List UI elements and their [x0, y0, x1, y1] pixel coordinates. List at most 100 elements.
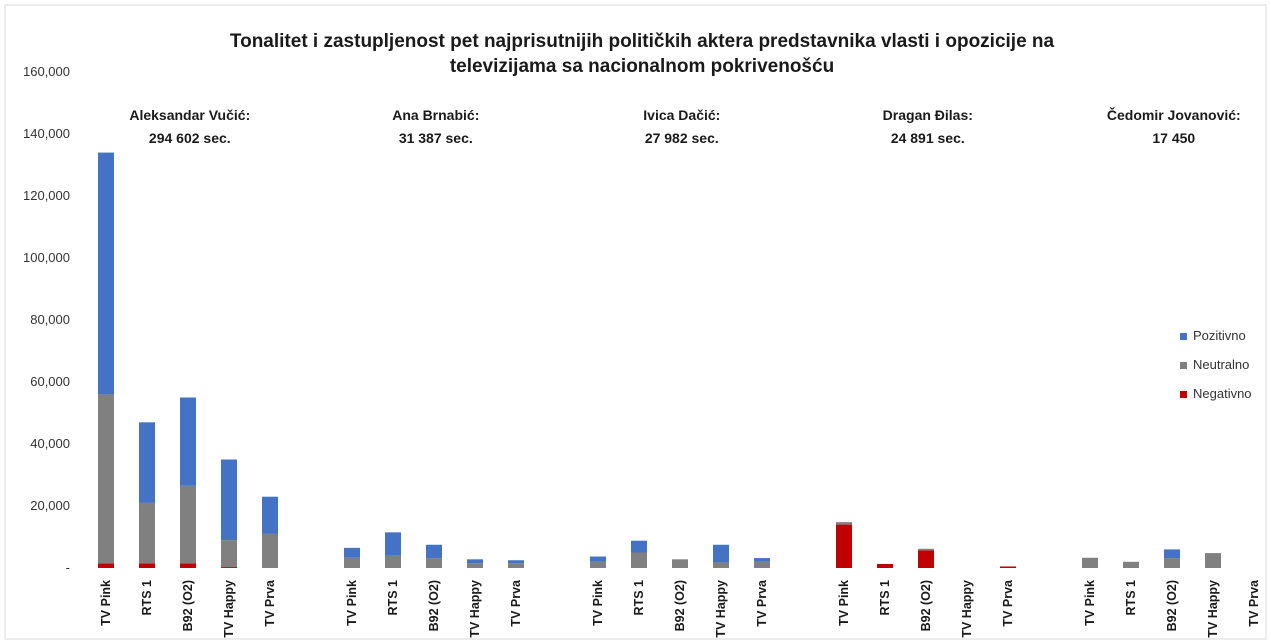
group-annotation-line: Čedomir Jovanović: — [1107, 106, 1241, 123]
chart-title: Tonalitet i zastupljenost pet najprisutn… — [230, 31, 1055, 77]
group-annotation-line: 27 982 sec. — [645, 130, 719, 146]
x-tick-label: TV Pink — [345, 580, 359, 626]
x-tick-label: TV Prva — [1001, 579, 1015, 627]
bar-segment-pozitivno — [180, 397, 196, 486]
bar-segment-neutralno — [713, 562, 729, 568]
bar-segment-neutralno — [426, 558, 442, 568]
bar-segment-neutralno — [631, 552, 647, 568]
bar-segment-pozitivno — [1164, 549, 1180, 559]
bar-segment-pozitivno — [385, 532, 401, 555]
x-tick-label: RTS 1 — [386, 580, 400, 615]
x-tick-label: RTS 1 — [878, 580, 892, 615]
x-tick-label: TV Pink — [837, 580, 851, 626]
bar-segment-neutralno — [836, 522, 852, 525]
y-tick-label: 60,000 — [30, 374, 70, 389]
legend-swatch-neutralno — [1180, 362, 1187, 369]
bar-segment-pozitivno — [221, 459, 237, 541]
bar-segment-negativno — [180, 563, 196, 568]
bar-segment-pozitivno — [713, 544, 729, 563]
legend-label-neutralno: Neutralno — [1193, 357, 1249, 372]
bar-segment-neutralno — [590, 561, 606, 568]
bar-segment-neutralno — [1123, 561, 1139, 568]
chart-border — [4, 4, 1267, 640]
bar-segment-negativno — [918, 550, 934, 568]
x-tick-label: TV Happy — [222, 580, 236, 638]
bar-segment-neutralno — [1205, 553, 1221, 568]
bar-segment-negativno — [877, 563, 893, 568]
x-tick-label: TV Happy — [1206, 580, 1220, 638]
y-tick-label: 100,000 — [23, 250, 70, 265]
bar-segment-neutralno — [139, 502, 155, 564]
group-annotation-line: Ivica Dačić: — [643, 107, 720, 123]
bar-segment-negativno — [98, 563, 114, 568]
bar-segment-neutralno — [467, 563, 483, 568]
bars — [98, 152, 1221, 568]
bar-segment-pozitivno — [590, 556, 606, 562]
group-annotation-line: Aleksandar Vučić: — [129, 107, 250, 123]
legend: Pozitivno Neutralno Negativno — [1180, 328, 1252, 401]
x-axis-labels: TV Pink RTS 1 B92 (O2) TV Happy TV Prva TV Pi… — [99, 579, 1261, 638]
group-annotations: Aleksandar Vučić: 294 602 sec. Ana Brnabić… — [129, 106, 1240, 146]
x-tick-label: TV Happy — [714, 580, 728, 638]
y-tick-label: 120,000 — [23, 188, 70, 203]
bar-segment-neutralno — [344, 557, 360, 568]
bar-segment-pozitivno — [508, 560, 524, 564]
x-tick-label: TV Pink — [591, 580, 605, 626]
y-axis: - 20,000 40,000 60,000 80,000 100,000 120,000 1… — [23, 64, 70, 575]
group-annotation-line: Ana Brnabić: — [392, 107, 479, 123]
bar-segment-pozitivno — [631, 540, 647, 553]
legend-label-pozitivno: Pozitivno — [1193, 328, 1246, 343]
y-tick-label: 80,000 — [30, 312, 70, 327]
x-tick-label: RTS 1 — [1124, 580, 1138, 615]
y-tick-label: 20,000 — [30, 498, 70, 513]
x-tick-label: B92 (O2) — [919, 580, 933, 631]
bar-segment-pozitivno — [98, 152, 114, 395]
x-tick-label: TV Prva — [509, 579, 523, 627]
group-annotation-line: 294 602 sec. — [149, 130, 231, 146]
bar-segment-pozitivno — [344, 547, 360, 558]
bar-segment-negativno — [139, 563, 155, 568]
bar-segment-pozitivno — [754, 558, 770, 562]
bar-segment-neutralno — [1082, 557, 1098, 568]
bar-segment-neutralno — [98, 394, 114, 564]
x-tick-label: TV Happy — [960, 580, 974, 638]
bar-segment-pozitivno — [139, 422, 155, 503]
group-annotation-line: 17 450 — [1152, 130, 1195, 146]
bar-segment-negativno — [836, 524, 852, 568]
y-tick-label: - — [66, 560, 70, 575]
group-annotation-line: 24 891 sec. — [891, 130, 965, 146]
x-tick-label: TV Prva — [755, 579, 769, 627]
group-annotation-line: 31 387 sec. — [399, 130, 473, 146]
x-tick-label: TV Happy — [468, 580, 482, 638]
bar-segment-pozitivno — [426, 544, 442, 559]
bar-segment-neutralno — [1164, 558, 1180, 568]
legend-swatch-pozitivno — [1180, 333, 1187, 340]
legend-swatch-negativno — [1180, 391, 1187, 398]
bar-segment-pozitivno — [467, 559, 483, 564]
y-tick-label: 160,000 — [23, 64, 70, 79]
bar-segment-pozitivno — [262, 496, 278, 534]
x-tick-label: TV Prva — [263, 579, 277, 627]
x-tick-label: B92 (O2) — [673, 580, 687, 631]
y-tick-label: 140,000 — [23, 126, 70, 141]
x-tick-label: TV Prva — [1247, 579, 1261, 627]
bar-segment-neutralno — [385, 554, 401, 568]
bar-segment-neutralno — [754, 561, 770, 568]
x-tick-label: RTS 1 — [140, 580, 154, 615]
bar-segment-negativno — [1000, 566, 1016, 568]
x-tick-label: B92 (O2) — [1165, 580, 1179, 631]
chart-title-line: televizijama sa nacionalnom pokrivenošću — [450, 56, 834, 77]
bar-segment-neutralno — [672, 559, 688, 568]
x-tick-label: RTS 1 — [632, 580, 646, 615]
x-tick-label: B92 (O2) — [181, 580, 195, 631]
group-annotation-line: Dragan Đilas: — [883, 107, 973, 123]
bar-segment-neutralno — [180, 485, 196, 564]
legend-label-negativno: Negativno — [1193, 386, 1252, 401]
bar-segment-neutralno — [918, 548, 934, 551]
bar-segment-neutralno — [508, 563, 524, 568]
x-tick-label: B92 (O2) — [427, 580, 441, 631]
bar-segment-neutralno — [262, 533, 278, 568]
y-tick-label: 40,000 — [30, 436, 70, 451]
